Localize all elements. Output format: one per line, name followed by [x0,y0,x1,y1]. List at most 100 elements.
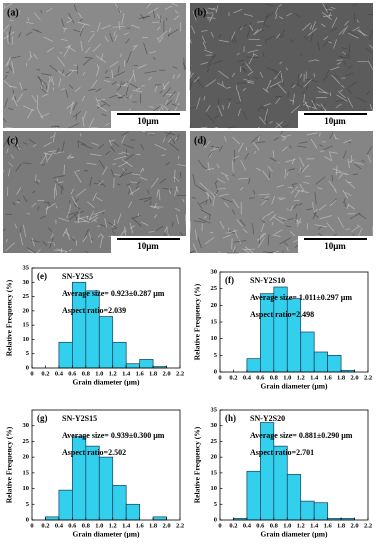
texture [148,76,152,81]
texture [261,27,264,32]
texture [271,196,276,205]
x-tick-label: 0.6 [256,374,265,381]
texture [54,125,60,129]
texture [149,200,152,205]
texture [49,64,58,72]
texture [82,110,88,120]
texture [332,168,342,173]
image-label: (b) [194,7,206,18]
texture [75,113,78,121]
texture [240,160,247,171]
texture [344,191,352,197]
texture [127,73,134,85]
texture [33,12,41,21]
y-tick-label: 5 [26,501,30,508]
texture [318,233,323,236]
y-tick-label: 15 [211,469,218,476]
texture [267,35,275,41]
texture [328,12,332,18]
texture [27,249,35,254]
texture [228,126,236,129]
texture [89,153,102,157]
texture [95,88,102,93]
texture [292,93,295,105]
texture [322,76,328,82]
texture [152,105,162,112]
texture [123,82,129,86]
texture [67,156,75,159]
image-label: (d) [194,135,206,146]
texture [330,27,338,32]
texture [46,47,55,53]
texture [154,144,167,151]
texture [42,241,48,246]
y-tick-label: 5 [26,350,30,357]
y-axis-label: Relative Frequency (%) [5,279,14,356]
texture [41,93,49,97]
texture [189,72,194,78]
texture [244,61,253,72]
texture [264,108,269,122]
texture [301,164,310,173]
texture [139,176,148,181]
texture [8,12,12,15]
texture [159,15,162,23]
texture [347,141,352,144]
texture [219,145,224,152]
y-tick-label: 15 [23,469,30,476]
x-tick-label: 1.2 [109,370,117,377]
x-tick-label: 1.6 [136,370,145,377]
texture [200,209,211,216]
x-axis-label: Grain diameter (μm) [260,382,328,391]
texture [325,5,331,14]
texture [268,251,275,254]
texture [210,148,218,152]
texture [331,17,338,28]
texture [297,74,299,86]
texture [104,36,109,43]
texture [113,219,116,227]
texture [99,233,105,238]
texture [222,234,232,239]
texture [291,158,295,165]
texture [201,36,206,44]
texture [257,126,260,129]
texture [197,202,203,210]
texture [204,140,211,149]
texture [117,97,129,99]
texture [109,121,112,125]
texture [305,84,309,91]
texture [29,139,37,145]
texture [330,132,334,136]
texture [280,134,287,139]
texture [191,196,197,199]
texture [87,201,95,209]
texture [267,234,270,246]
texture [117,213,122,224]
texture [256,21,264,23]
texture [147,7,159,14]
texture [279,237,292,245]
texture [96,225,101,228]
texture [289,38,295,43]
y-tick-label: 35 [211,406,218,413]
texture [252,142,260,151]
texture [162,83,166,90]
texture [90,30,95,33]
texture [162,87,172,98]
texture [137,64,147,69]
texture [243,111,248,120]
y-tick-label: 25 [211,438,218,445]
texture [281,124,290,128]
texture [176,134,180,141]
texture [37,206,40,211]
x-tick-label: 0 [30,370,33,377]
x-tick-label: 2.2 [364,522,372,529]
texture [197,236,202,249]
y-tick-label: 10 [23,336,30,343]
texture [2,2,13,10]
texture [4,98,8,109]
texture [8,162,14,167]
texture [23,88,28,91]
scale-bar-label: 10μm [324,116,346,126]
